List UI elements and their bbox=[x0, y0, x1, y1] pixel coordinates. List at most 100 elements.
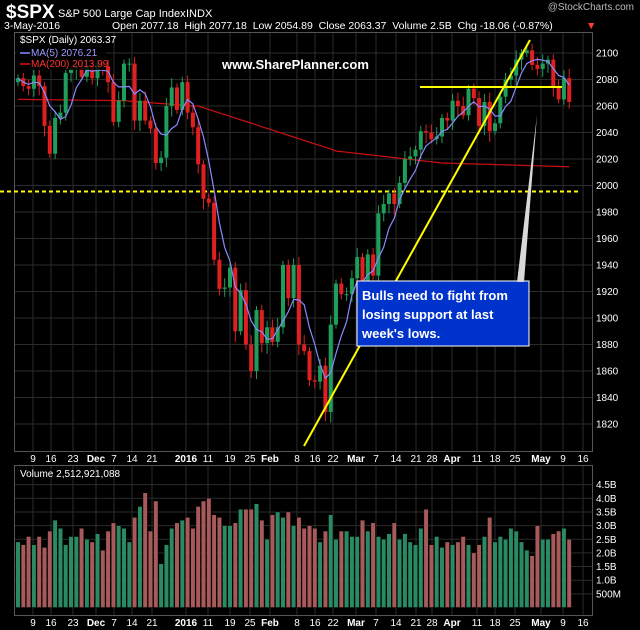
volume-bar bbox=[105, 530, 111, 608]
candle-body bbox=[450, 100, 455, 121]
volume-bar bbox=[418, 528, 424, 608]
volume-bar bbox=[307, 525, 312, 608]
x-tick-label: 25 bbox=[509, 454, 521, 465]
volume-bar bbox=[312, 528, 318, 608]
candle-body bbox=[392, 193, 397, 205]
volume-bar bbox=[476, 544, 482, 608]
x-tick-label: 21 bbox=[410, 454, 422, 465]
candle-body bbox=[355, 257, 360, 279]
candle-body bbox=[514, 59, 519, 76]
volume-bar bbox=[360, 519, 365, 608]
volume-bar bbox=[89, 541, 95, 608]
candle-body bbox=[535, 64, 540, 69]
candle-body bbox=[551, 59, 556, 87]
date: 3-May-2016 bbox=[4, 20, 60, 32]
x-tick-label: 8 bbox=[294, 454, 300, 465]
x-tick-label: 7 bbox=[111, 454, 117, 465]
candle-body bbox=[116, 100, 121, 122]
candle-body bbox=[42, 86, 47, 126]
price-tick-label: 1920 bbox=[596, 287, 619, 298]
symbol: $SPX bbox=[6, 2, 55, 23]
volume-bar bbox=[79, 528, 85, 608]
candle-body bbox=[498, 96, 503, 124]
candle-body bbox=[159, 157, 164, 163]
candle-body bbox=[169, 87, 174, 106]
x-tick-label: 28 bbox=[426, 618, 438, 629]
volume-bar bbox=[524, 549, 530, 608]
x-tick-label: 19 bbox=[224, 454, 236, 465]
candle-body bbox=[53, 117, 58, 154]
volume-bar bbox=[280, 517, 286, 608]
candle-body bbox=[286, 265, 291, 299]
x-tick-label: 7 bbox=[111, 618, 117, 629]
ma200-path bbox=[18, 98, 570, 168]
volume-bar bbox=[58, 528, 63, 608]
x-tick-label: 21 bbox=[146, 454, 158, 465]
candle-body bbox=[84, 66, 89, 77]
volume-bar bbox=[296, 517, 302, 608]
candle-body bbox=[222, 287, 227, 289]
candle-body bbox=[79, 66, 84, 77]
candle-body bbox=[228, 267, 232, 288]
exchange: INDX bbox=[186, 8, 213, 20]
volume-bar bbox=[471, 552, 477, 608]
candle-body bbox=[153, 128, 158, 163]
candle-body bbox=[254, 310, 259, 371]
candle-body bbox=[206, 198, 211, 203]
volume-bar bbox=[291, 525, 296, 608]
volume-bar bbox=[216, 517, 222, 608]
candle-body bbox=[37, 75, 42, 87]
candle-body bbox=[334, 283, 338, 325]
volume-bar bbox=[100, 549, 106, 608]
volume-bar bbox=[519, 541, 524, 608]
volume-tick-label: 4.0B bbox=[596, 494, 617, 505]
candle-body bbox=[360, 257, 365, 289]
volume-bar bbox=[195, 506, 201, 608]
candle-body bbox=[148, 120, 153, 129]
candle-body bbox=[429, 132, 434, 140]
legend-volume: Volume 2,512,921,088 bbox=[20, 469, 121, 480]
volume-bar bbox=[243, 509, 249, 608]
volume-tick-label: 1.0B bbox=[596, 576, 617, 587]
candle-body bbox=[47, 125, 52, 154]
volume-bar bbox=[95, 533, 100, 608]
x-axis-bottom: 9 16 23 Dec 7 14 21 2016 11 19 25 Feb 8 16 22 Mar 7 14 21 2… bbox=[30, 618, 589, 629]
candle-body bbox=[344, 294, 349, 296]
candle-body bbox=[26, 86, 31, 89]
x-tick-label: 16 bbox=[309, 618, 321, 629]
volume-bar bbox=[317, 541, 323, 608]
legend-main: $SPX (Daily) 2063.37 bbox=[20, 35, 117, 46]
candle-body bbox=[201, 164, 206, 199]
x-tick-label: 16 bbox=[577, 618, 589, 629]
candle-body bbox=[137, 100, 142, 121]
price-tick-label: 1860 bbox=[596, 367, 619, 378]
x-tick-label: 25 bbox=[244, 454, 256, 465]
candle-body bbox=[482, 102, 487, 126]
volume-bar bbox=[397, 539, 402, 608]
candle-body bbox=[132, 63, 137, 121]
volume-axis: 4.5B 4.0B 3.5B 3.0B 2.5B 2.0B 1.5B 1.0B 500M bbox=[596, 480, 621, 600]
x-tick-label: 14 bbox=[390, 454, 402, 465]
volume-bar bbox=[386, 533, 392, 608]
candle-body bbox=[233, 267, 238, 332]
candle-body bbox=[190, 112, 195, 128]
volume-tick-label: 2.5B bbox=[596, 535, 617, 546]
x-tick-label: Dec bbox=[87, 618, 106, 629]
candle-body bbox=[249, 344, 254, 371]
volume-bar bbox=[503, 539, 508, 608]
x-tick-label: 21 bbox=[410, 618, 422, 629]
volume-bar bbox=[211, 514, 217, 608]
candle-body bbox=[561, 78, 566, 100]
volume-bar bbox=[508, 528, 514, 608]
candle-body bbox=[122, 63, 126, 101]
price-tick-label: 1880 bbox=[596, 340, 619, 351]
candle-body bbox=[185, 82, 190, 113]
ma200-line bbox=[18, 98, 570, 168]
volume-bar bbox=[153, 500, 159, 608]
candle-body bbox=[349, 278, 354, 295]
volume-panel bbox=[14, 465, 593, 616]
volume-bar bbox=[73, 536, 79, 608]
legend-ma200: MA(200) 2013.99 bbox=[31, 59, 109, 70]
candle-body bbox=[556, 86, 561, 100]
candle-body bbox=[402, 159, 407, 183]
